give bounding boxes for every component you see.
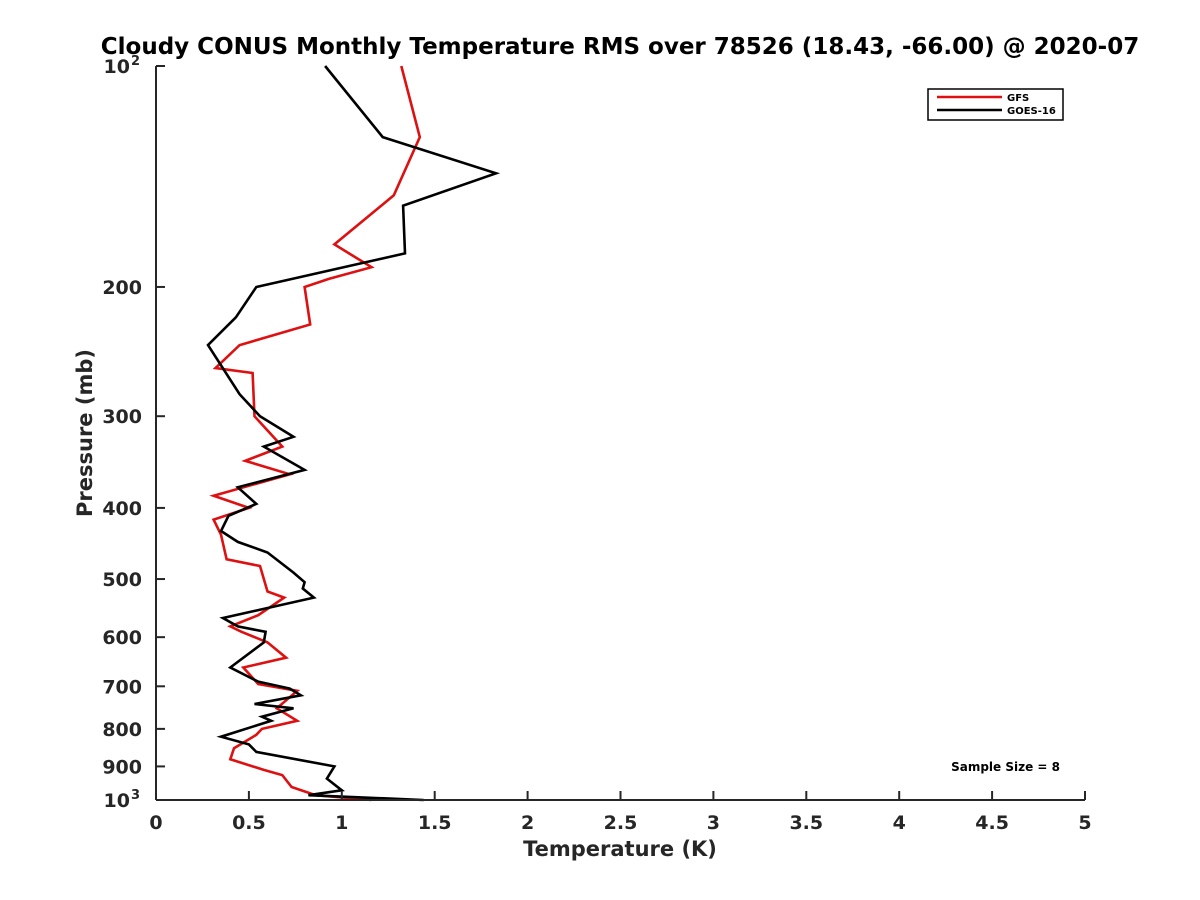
sample-size-annotation: Sample Size = 8 [951, 760, 1060, 774]
y-tick-label: 600 [102, 627, 142, 649]
legend-label-goes16: GOES-16 [1007, 106, 1056, 117]
x-axis-label: Temperature (K) [523, 837, 717, 861]
y-tick-label: 700 [102, 676, 142, 698]
chart-title: Cloudy CONUS Monthly Temperature RMS ove… [101, 34, 1139, 60]
x-tick-label: 3.5 [789, 812, 823, 834]
x-ticks: 0 0.5 1 1.5 2 2.5 3 3.5 4 4.5 5 [149, 791, 1092, 834]
x-tick-label: 3 [707, 812, 720, 834]
legend-label-gfs: GFS [1007, 93, 1029, 104]
y-tick-label: 900 [102, 756, 142, 778]
series-line-gfs [209, 65, 422, 802]
y-tick-label-base: 10 [104, 56, 130, 78]
series-group [206, 65, 501, 802]
y-tick-label: 200 [102, 277, 142, 299]
y-tick-label-exponent: 2 [131, 54, 140, 69]
x-tick-label: 1.5 [418, 812, 452, 834]
y-tick-label-exponent: 3 [131, 788, 140, 803]
y-tick-label-base: 10 [104, 790, 130, 812]
y-tick-label: 400 [102, 498, 142, 520]
y-tick-label: 800 [102, 719, 142, 741]
plot-area: 0 0.5 1 1.5 2 2.5 3 3.5 4 4.5 5 10 2200300400500600… [102, 54, 1091, 834]
x-tick-label: 0 [149, 812, 162, 834]
x-tick-label: 4 [893, 812, 906, 834]
y-axis-label: Pressure (mb) [73, 349, 97, 517]
y-tick-label: 500 [102, 569, 142, 591]
x-tick-label: 2 [521, 812, 534, 834]
x-tick-label: 2.5 [604, 812, 638, 834]
legend: GFS GOES-16 [927, 88, 1064, 121]
x-tick-label: 0.5 [232, 812, 266, 834]
legend-box [927, 88, 1064, 121]
series-line-goes16 [206, 65, 501, 802]
x-tick-label: 1 [335, 812, 348, 834]
x-tick-label: 5 [1078, 812, 1091, 834]
y-tick-label: 300 [102, 406, 142, 428]
x-tick-label: 4.5 [975, 812, 1009, 834]
